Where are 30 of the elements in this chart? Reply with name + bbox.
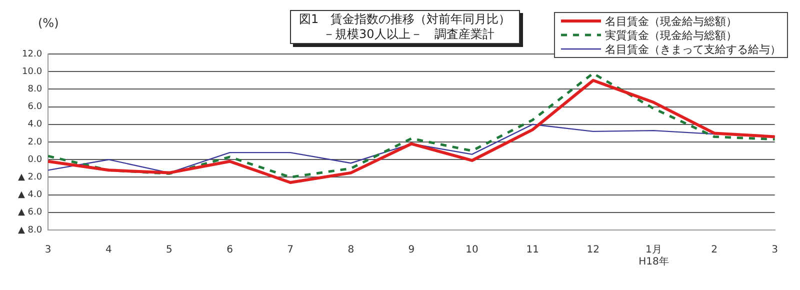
x-tick-label: 12 [586, 244, 600, 256]
y-tick-label: 8.0 [28, 84, 42, 95]
x-tick-label: 8 [348, 244, 354, 256]
x-tick-label: 2 [711, 244, 718, 256]
y-tick-label: ▲ 4.0 [18, 190, 42, 200]
x-tick-label: 4 [105, 244, 112, 256]
legend-label: 名目賃金（きまって支給する給与） [605, 42, 781, 56]
x-tick-label: 3 [44, 244, 52, 256]
y-tick-label: ▲ 6.0 [18, 208, 42, 218]
x-tick-label: 7 [287, 244, 294, 256]
x-tick-label: 9 [408, 244, 415, 256]
x-tick-label: 5 [166, 244, 172, 256]
x-tick-label: 1月 H18年 [638, 244, 669, 268]
y-tick-label: 4.0 [28, 120, 42, 130]
legend-label: 実質賃金（現金給与総額） [605, 28, 737, 42]
y-tick-label: 0.0 [28, 154, 42, 165]
y-tick-label: 12.0 [22, 49, 42, 60]
x-tick-label: 6 [226, 244, 233, 256]
legend-label: 名目賃金（現金給与総額） [605, 14, 737, 28]
y-axis-title: (%) [38, 16, 59, 30]
y-tick-label: 6.0 [28, 102, 42, 112]
x-tick-label: 10 [466, 244, 478, 256]
y-tick-label: 2.0 [28, 137, 42, 148]
chart-title: 図1 賃金指数の推移（対前年同月比） [299, 12, 511, 27]
chart-subtitle: －規模30人以上－ 調査産業計 [322, 27, 496, 42]
y-tick-label: 10.0 [22, 66, 42, 77]
y-tick-label: ▲ 2.0 [18, 172, 42, 183]
y-tick-label: ▲ 8.0 [18, 225, 42, 236]
x-tick-label: 3 [772, 244, 778, 256]
x-tick-label: 11 [526, 244, 539, 256]
